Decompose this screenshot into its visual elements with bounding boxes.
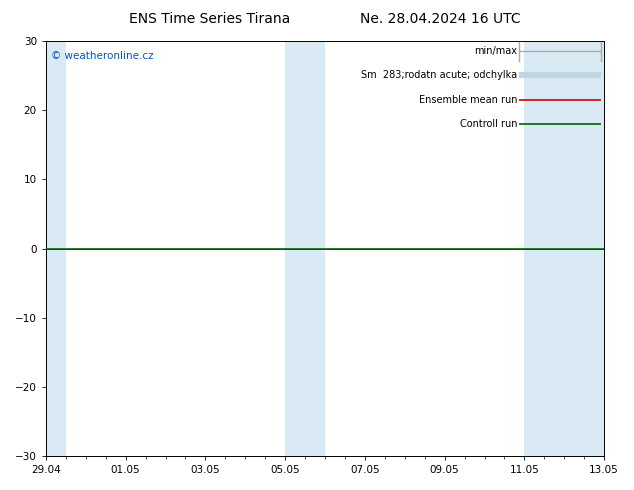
Text: © weatheronline.cz: © weatheronline.cz (51, 51, 154, 61)
Text: Ensemble mean run: Ensemble mean run (419, 95, 517, 104)
Bar (285, 41, 325, 456)
Text: Ne. 28.04.2024 16 UTC: Ne. 28.04.2024 16 UTC (360, 12, 521, 26)
Bar (46, 41, 66, 456)
Text: Controll run: Controll run (460, 119, 517, 128)
Text: min/max: min/max (475, 47, 517, 56)
Text: Sm  283;rodatn acute; odchylka: Sm 283;rodatn acute; odchylka (361, 71, 517, 80)
Text: ENS Time Series Tirana: ENS Time Series Tirana (129, 12, 290, 26)
Bar (524, 41, 604, 456)
